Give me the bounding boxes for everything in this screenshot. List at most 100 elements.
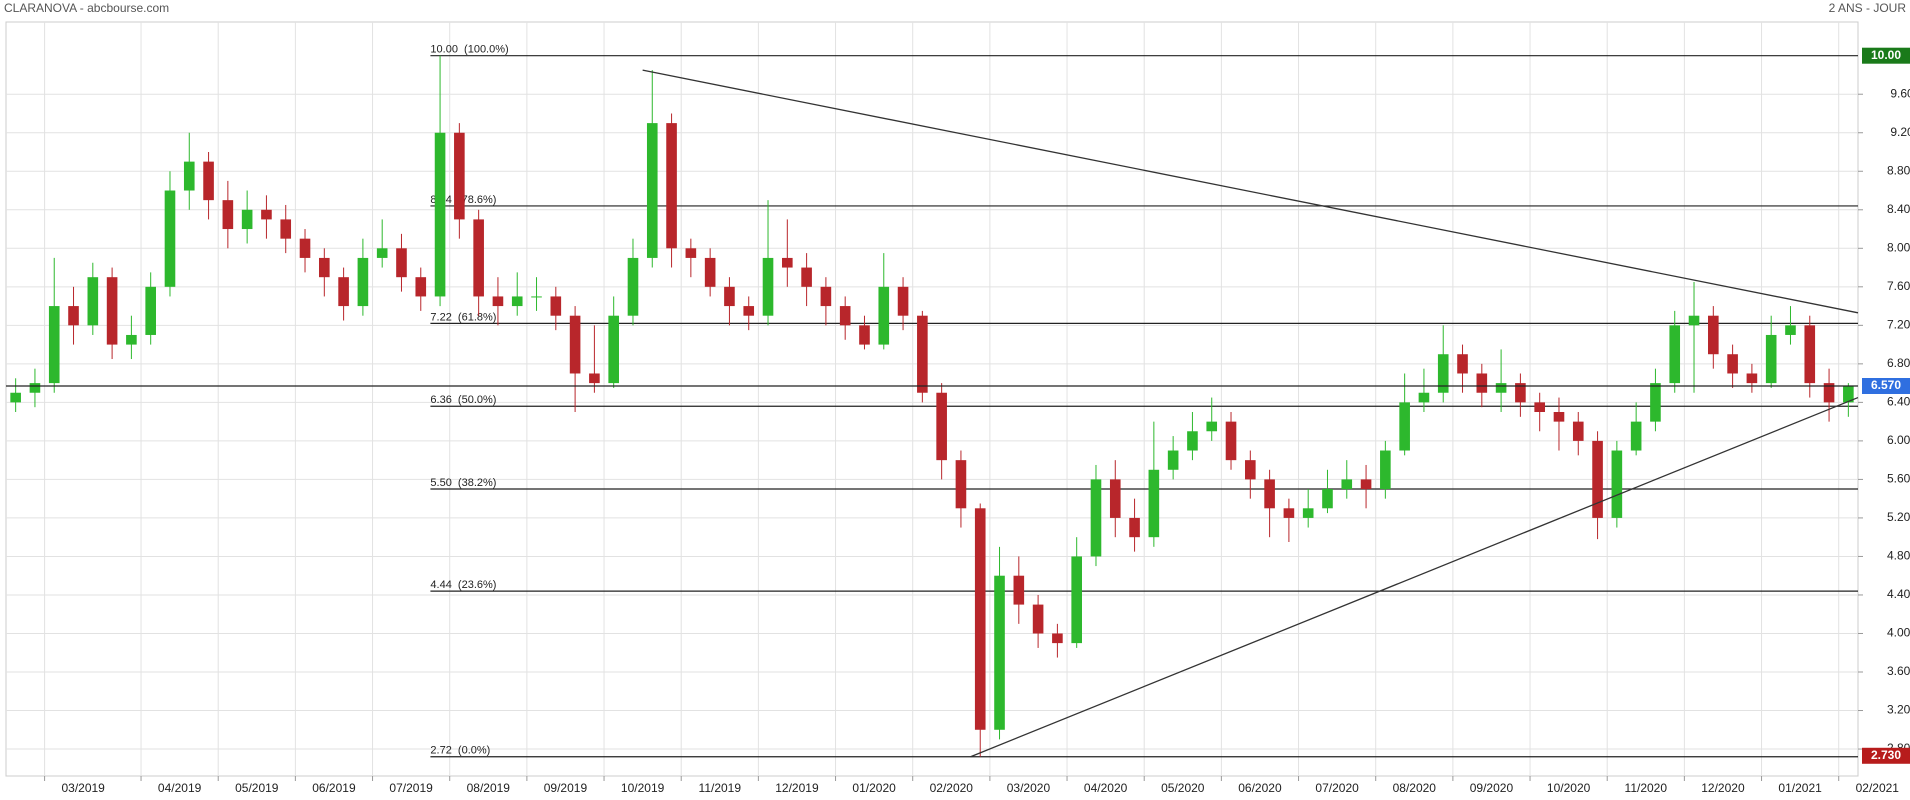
x-tick-label: 02/2020 <box>930 781 974 795</box>
candle-body <box>1283 508 1295 518</box>
trendline <box>970 396 1859 758</box>
candle-body <box>1843 386 1854 403</box>
price-tag-box <box>1862 47 1910 64</box>
candle-body <box>531 296 542 298</box>
candle-body <box>164 190 176 287</box>
candle-body <box>454 132 465 220</box>
fib-label: 7.22 (61.8%) <box>430 311 496 323</box>
candle-body <box>820 286 832 307</box>
candle-body <box>203 161 214 201</box>
candle-body <box>1013 575 1025 605</box>
x-tick-label: 01/2021 <box>1778 781 1822 795</box>
candle-body <box>1611 450 1623 518</box>
x-tick-label: 12/2019 <box>775 781 819 795</box>
candle-body <box>1225 421 1237 461</box>
candle-body <box>1109 479 1121 518</box>
x-tick-label: 08/2020 <box>1393 781 1437 795</box>
candle-body <box>1090 479 1102 557</box>
candle-body <box>68 306 79 326</box>
candle-body <box>241 209 253 230</box>
candle-body <box>936 392 947 461</box>
x-tick-label: 09/2020 <box>1470 781 1514 795</box>
candle-body <box>1071 556 1082 644</box>
x-tick-label: 10/2020 <box>1547 781 1591 795</box>
fib-label: 6.36 (50.0%) <box>430 394 496 406</box>
candle-body <box>1688 315 1700 326</box>
candle-body <box>666 123 677 249</box>
candle-body <box>87 277 99 326</box>
price-tag-box <box>1862 747 1910 764</box>
trendline <box>642 69 1859 314</box>
candle-body <box>261 209 272 220</box>
candle-body <box>1341 479 1353 490</box>
plot-frame <box>5 21 1859 777</box>
y-tick-label: 4.800 <box>1887 549 1910 563</box>
candle-body <box>1380 450 1391 490</box>
candle-body <box>897 286 909 316</box>
candle-body <box>473 219 484 297</box>
candle-body <box>511 296 523 307</box>
candle-body <box>974 508 986 730</box>
last-price-tag-box <box>1862 378 1910 394</box>
candle-body <box>1148 469 1160 538</box>
price-tag-label: 2.730 <box>1871 748 1901 762</box>
y-tick-label: 4.000 <box>1887 626 1910 640</box>
candle-body <box>1437 354 1449 393</box>
y-tick-label: 7.600 <box>1887 279 1910 293</box>
y-tick-label: 8.000 <box>1887 240 1910 254</box>
candle-body <box>492 296 504 307</box>
candle-body <box>1515 383 1526 403</box>
candle-body <box>1302 508 1314 518</box>
candle-body <box>1708 315 1719 355</box>
candle-body <box>1669 325 1681 384</box>
y-tick-label: 8.800 <box>1887 163 1910 177</box>
candle-body <box>1360 479 1372 490</box>
x-tick-label: 05/2020 <box>1161 781 1205 795</box>
candle-body <box>839 306 851 326</box>
candle-body <box>1727 354 1738 374</box>
candle-body <box>1592 440 1603 518</box>
x-tick-label: 03/2020 <box>1007 781 1051 795</box>
y-tick-label: 4.400 <box>1887 587 1910 601</box>
y-tick-label: 9.20 <box>1890 125 1910 139</box>
candle-body <box>1495 383 1507 393</box>
chart-subtitle: 2 ANS - JOUR <box>1829 1 1907 15</box>
candle-body <box>299 238 311 258</box>
candle-body <box>1650 383 1661 422</box>
y-tick-label: 9.60 <box>1890 86 1910 100</box>
x-tick-label: 12/2020 <box>1701 781 1745 795</box>
candle-body <box>1052 633 1063 644</box>
y-tick-label: 6.400 <box>1887 395 1910 409</box>
candle-body <box>878 286 890 345</box>
y-tick-label: 3.600 <box>1887 664 1910 678</box>
candle-body <box>319 257 330 278</box>
candle-body <box>743 306 755 316</box>
last-price-tag-label: 6.570 <box>1871 378 1901 392</box>
candle-body <box>1785 325 1796 335</box>
candle-body <box>1823 383 1835 403</box>
candle-body <box>1399 402 1410 451</box>
candle-body <box>917 315 928 393</box>
candle-body <box>955 460 967 509</box>
candle-body <box>1032 604 1044 634</box>
x-tick-label: 06/2020 <box>1238 781 1282 795</box>
fib-label: 5.50 (38.2%) <box>430 477 496 489</box>
candle-body <box>145 286 156 335</box>
candle-body <box>1765 334 1777 384</box>
candle-body <box>1264 479 1275 509</box>
x-tick-label: 10/2019 <box>621 781 665 795</box>
candle-body <box>1187 431 1198 451</box>
candle-body <box>1167 450 1179 470</box>
y-tick-label: 6.000 <box>1887 433 1910 447</box>
x-tick-label: 07/2020 <box>1315 781 1359 795</box>
candle-body <box>1457 354 1468 374</box>
candle-body <box>1322 489 1333 509</box>
x-tick-label: 09/2019 <box>544 781 588 795</box>
candle-body <box>608 315 619 384</box>
candle-body <box>724 286 735 307</box>
candle-body <box>48 306 60 384</box>
candle-body <box>627 257 639 316</box>
x-tick-label: 03/2019 <box>61 781 105 795</box>
candle-body <box>10 392 21 403</box>
